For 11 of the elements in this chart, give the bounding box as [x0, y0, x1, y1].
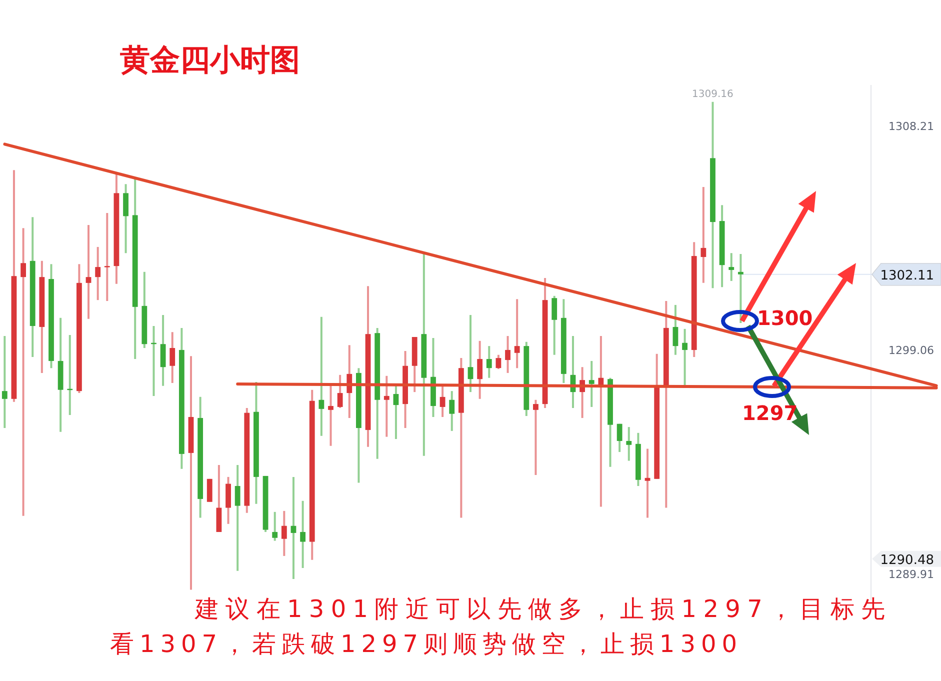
- y-tick-label: 1290.48: [880, 552, 934, 568]
- y-tick-label: 1299.06: [888, 344, 934, 357]
- y-tick-label: 1308.21: [888, 120, 934, 134]
- annotation: 1297: [742, 401, 798, 425]
- annotation: 建议在1301附近可以先做多，止损1297，目标先: [194, 595, 885, 623]
- text: 看1307，若跌破1297则顺势做空，止损1300: [110, 630, 737, 658]
- chart-title: 黄金四小时图: [120, 43, 300, 78]
- ref-line-label: 1302.11: [880, 268, 934, 284]
- annotation: 1309.16: [692, 88, 734, 100]
- annotation: 1300: [757, 306, 813, 330]
- y-tick-label: 1289.91: [888, 568, 934, 581]
